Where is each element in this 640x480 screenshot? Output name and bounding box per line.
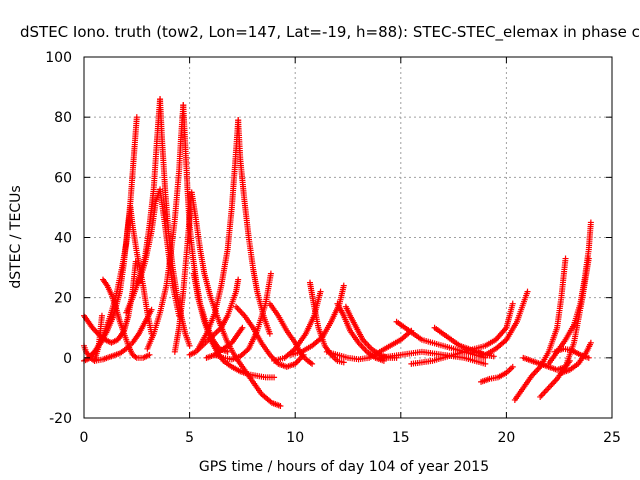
y-tick-label: -20: [49, 411, 72, 427]
data-point: [490, 353, 497, 360]
data-point: [524, 288, 531, 295]
data-point: [509, 300, 516, 307]
series-arc-15: [186, 276, 242, 358]
series-arc-39: [551, 345, 592, 361]
y-axis-label: dSTEC / TECUs: [8, 185, 24, 288]
x-tick-label: 0: [80, 430, 89, 446]
series-arc-37: [545, 219, 594, 367]
series-points: [81, 96, 594, 409]
series-arc-32: [471, 288, 531, 358]
series-arc-13: [171, 189, 284, 409]
data-point: [482, 360, 489, 367]
x-axis-label: GPS time / hours of day 104 of year 2015: [199, 459, 489, 475]
x-tick-label: 10: [286, 430, 304, 446]
data-point: [587, 219, 594, 226]
data-point: [340, 282, 347, 289]
data-point: [587, 339, 594, 346]
data-point: [239, 324, 246, 331]
y-tick-label: 80: [54, 110, 72, 126]
grid-lines: [84, 57, 612, 418]
data-point: [235, 276, 242, 283]
data-point: [562, 255, 569, 262]
series-arc-14: [190, 270, 278, 381]
series-arc-31: [408, 300, 516, 367]
data-point: [267, 270, 274, 277]
series-arc-34: [511, 255, 569, 403]
data-point: [585, 354, 592, 361]
series-arc-10: [135, 186, 183, 319]
y-tick-label: 40: [54, 231, 72, 247]
y-tick-label: 20: [54, 291, 72, 307]
series-arc-25: [334, 300, 387, 364]
axis-ticks: [83, 56, 613, 419]
data-point: [133, 114, 140, 121]
y-tick-label: 0: [63, 351, 72, 367]
data-point: [277, 402, 284, 409]
x-tick-label: 5: [185, 430, 194, 446]
data-point: [186, 342, 193, 349]
tick-labels: 0 5 10 15 20 25 -20 0 20 40 60 80 100: [45, 50, 621, 446]
series-arc-18: [211, 270, 274, 363]
series-arc-24: [287, 282, 347, 358]
series-arc-33: [478, 363, 516, 385]
plot-frame: [83, 56, 613, 419]
data-point: [224, 348, 231, 355]
data-point: [509, 363, 516, 370]
data-point: [266, 330, 273, 337]
x-tick-label: 20: [497, 430, 515, 446]
data-point: [98, 312, 105, 319]
y-tick-label: 100: [45, 50, 72, 66]
chart-title: dSTEC Iono. truth (tow2, Lon=147, Lat=-1…: [20, 23, 640, 42]
data-point: [340, 359, 347, 366]
x-tick-label: 15: [392, 430, 410, 446]
y-tick-label: 60: [54, 170, 72, 186]
series-arc-19: [203, 324, 246, 361]
data-point: [146, 351, 153, 358]
series-arc-23: [271, 288, 324, 364]
x-tick-label: 25: [603, 430, 621, 446]
series-arc-28: [393, 318, 489, 361]
series-arc-07: [91, 306, 155, 364]
data-point: [317, 288, 324, 295]
data-point: [148, 306, 155, 313]
data-point: [271, 374, 278, 381]
data-point: [309, 360, 316, 367]
